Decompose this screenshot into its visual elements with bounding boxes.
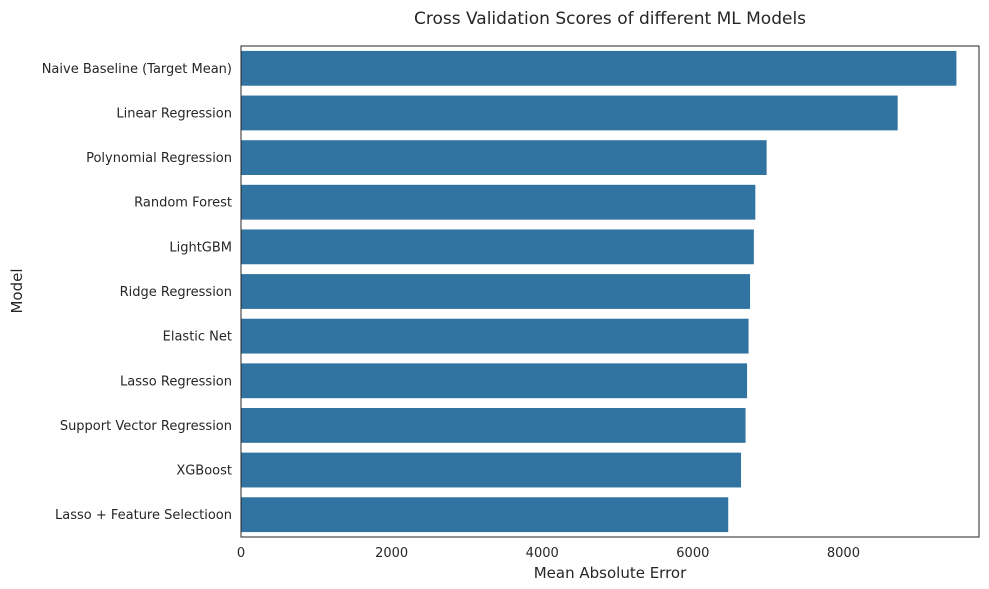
x-tick-label: 6000 — [676, 546, 709, 561]
y-axis-label: Model — [8, 268, 26, 313]
x-tick-label: 4000 — [526, 546, 559, 561]
y-tick-label: Linear Regression — [116, 106, 232, 121]
plot-frame — [240, 45, 980, 538]
x-tick-label: 0 — [237, 546, 245, 561]
y-tick-label: Lasso Regression — [120, 374, 232, 389]
x-tick-label: 2000 — [375, 546, 408, 561]
bars-layer — [241, 50, 957, 533]
y-tick-label: Random Forest — [134, 196, 232, 211]
bar — [241, 184, 756, 220]
bar — [241, 363, 748, 399]
y-tick-label: Polynomial Regression — [86, 151, 232, 166]
y-tick-label: Ridge Regression — [120, 285, 232, 300]
y-tick-label: Lasso + Feature Selectioon — [55, 508, 232, 523]
x-axis-label: Mean Absolute Error — [534, 564, 687, 582]
bar — [241, 229, 754, 265]
y-tick-labels: Naive Baseline (Target Mean) Linear Regre… — [42, 62, 232, 523]
bar — [241, 497, 729, 533]
bar — [241, 95, 898, 131]
bar — [241, 318, 749, 354]
x-tick-labels: 0 2000 4000 6000 8000 — [237, 546, 860, 561]
y-tick-label: Elastic Net — [163, 330, 232, 345]
y-tick-label: XGBoost — [176, 464, 232, 479]
y-tick-label: LightGBM — [169, 240, 232, 255]
bar — [241, 50, 957, 86]
bar — [241, 408, 746, 443]
bar — [241, 140, 767, 175]
x-tick-label: 8000 — [827, 546, 860, 561]
bar — [241, 452, 742, 488]
chart-title: Cross Validation Scores of different ML … — [414, 9, 806, 29]
y-tick-label: Naive Baseline (Target Mean) — [42, 62, 232, 77]
y-tick-label: Support Vector Regression — [60, 419, 232, 434]
bar — [241, 274, 751, 309]
